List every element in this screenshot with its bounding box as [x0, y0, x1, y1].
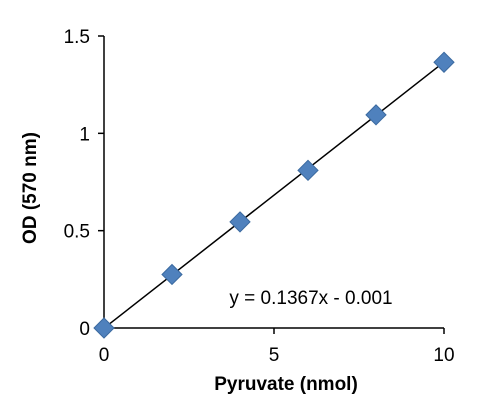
trendline-line	[103, 61, 445, 329]
x-tick-label: 0	[99, 345, 110, 366]
x-tick-label: 5	[269, 345, 280, 366]
data-point	[433, 51, 455, 73]
y-tick-label: 0	[79, 319, 90, 340]
data-points	[93, 51, 455, 339]
trendline	[103, 61, 445, 329]
data-point	[297, 159, 319, 182]
data-point	[365, 104, 387, 126]
data-point	[93, 317, 115, 339]
axes	[103, 36, 444, 329]
y-tick-label: 0.5	[64, 222, 90, 243]
data-point	[229, 211, 251, 233]
x-tick-label: 10	[433, 345, 454, 366]
y-tick-label: 1	[79, 124, 90, 145]
y-axis-label: OD (570 nm)	[20, 132, 41, 244]
trendline-equation: y = 0.1367x - 0.001	[229, 288, 392, 309]
data-point	[161, 263, 183, 286]
ticks: 0 0.5 1 1.5 0 5 10	[64, 27, 455, 366]
x-axis-label: Pyruvate (nmol)	[214, 374, 358, 395]
y-tick-label: 1.5	[64, 27, 90, 48]
